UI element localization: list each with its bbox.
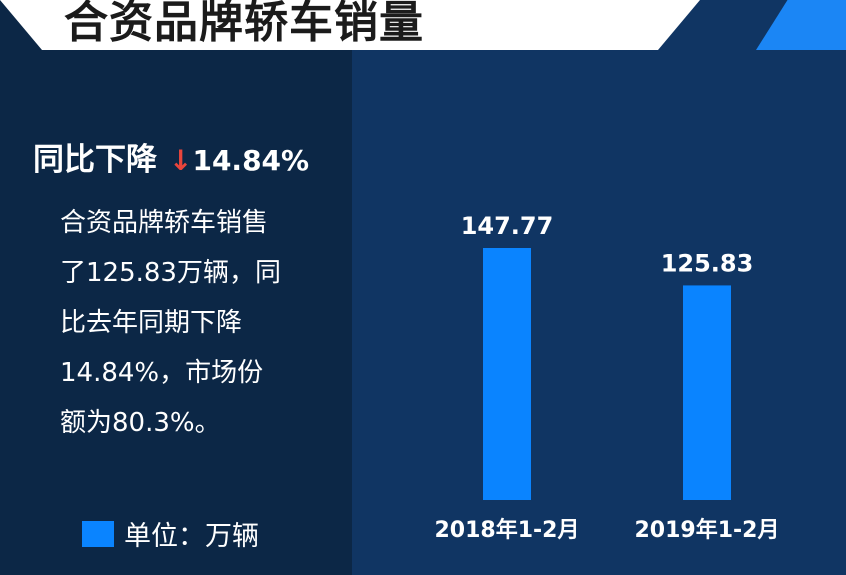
category-label: 2018年1-2月 [435,517,580,543]
description-line: 比去年同期下降 [60,308,243,338]
bar-value-label: 147.77 [461,212,554,240]
yoy-headline: 同比下降 ↓ 14.84% [33,134,309,178]
summary-description: 合资品牌轿车销售 了125.83万辆，同 比去年同期下降 14.84%，市场份 … [60,198,330,448]
legend-swatch [82,520,114,547]
headline-value: 14.84% [192,144,310,177]
description-line: 了125.83万辆，同 [60,258,281,288]
banner-title: 合资品牌轿车销量 [64,0,424,48]
summary-panel [0,0,352,575]
description-line: 合资品牌轿车销售 [60,208,269,238]
sales-bar-chart: 147.77 2018年1-2月 125.83 2019年1-2月 [435,212,780,543]
legend-label: 单位：万辆 [124,521,259,552]
title-banner [0,0,700,50]
bar-value-label: 125.83 [661,249,754,277]
description-line: 14.84%，市场份 [60,358,264,388]
unit-legend: 单位：万辆 [82,514,259,553]
chart-panel [352,0,846,575]
down-arrow-icon: ↓ [169,144,193,177]
headline-label: 同比下降 [33,142,157,178]
description-line: 额为80.3%。 [60,408,221,438]
bar-1 [483,248,531,500]
bar-2 [683,285,731,500]
category-label: 2019年1-2月 [635,517,780,543]
